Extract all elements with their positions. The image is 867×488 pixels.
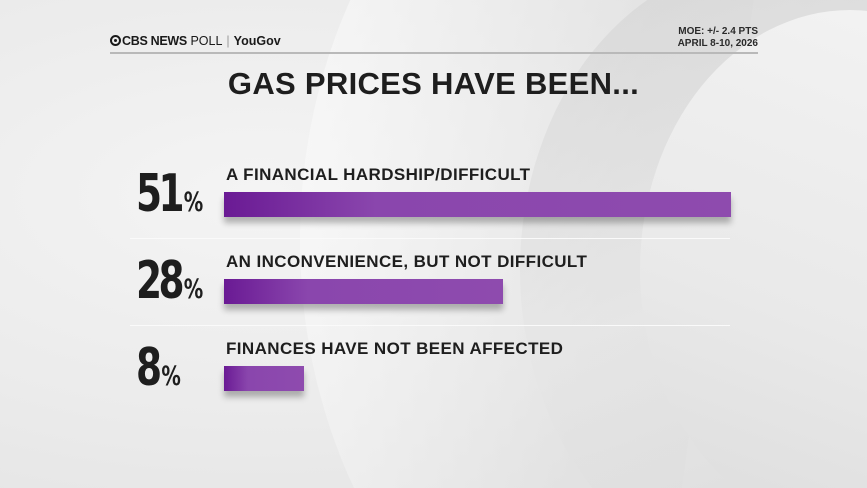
bar (224, 366, 304, 391)
divider (130, 325, 730, 326)
brand-cbs: CBS NEWS (122, 34, 187, 48)
bar-label: AN INCONVENIENCE, BUT NOT DIFFICULT (226, 252, 588, 271)
bar (224, 279, 503, 304)
percent-value: 28% (136, 251, 204, 311)
cbs-eye-icon (110, 35, 121, 46)
separator: | (226, 34, 230, 48)
percent-value: 8% (136, 338, 181, 398)
brand-partner: YouGov (233, 34, 281, 48)
margin-of-error: MOE: +/- 2.4 PTS (678, 26, 758, 37)
poll-dates: APRIL 8-10, 2026 (677, 38, 758, 49)
percent-value: 51% (136, 164, 204, 224)
divider (130, 238, 730, 239)
chart-title: GAS PRICES HAVE BEEN... (227, 66, 640, 101)
header: CBS NEWS POLL | YouGov MOE: +/- 2.4 PTS AP… (110, 26, 758, 54)
bar-row: 8% FINANCES HAVE NOT BEEN AFFECTED (130, 339, 730, 409)
poll-meta: MOE: +/- 2.4 PTS APRIL 8-10, 2026 (678, 26, 758, 50)
brand-poll: POLL (190, 34, 223, 48)
bar-label: A FINANCIAL HARDSHIP/DIFFICULT (226, 165, 531, 184)
logo: CBS NEWS POLL | YouGov (110, 34, 281, 48)
bar-label: FINANCES HAVE NOT BEEN AFFECTED (226, 339, 564, 358)
bar (224, 192, 731, 217)
bar-row: 51% A FINANCIAL HARDSHIP/DIFFICULT (130, 164, 731, 235)
bar-row: 28% AN INCONVENIENCE, BUT NOT DIFFICULT (130, 252, 730, 322)
